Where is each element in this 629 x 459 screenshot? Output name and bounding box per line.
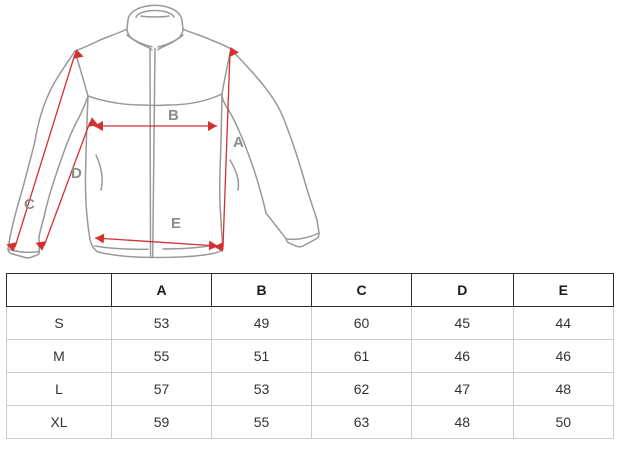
svg-text:D: D — [71, 165, 82, 182]
svg-text:A: A — [233, 134, 244, 151]
svg-text:C: C — [24, 196, 35, 213]
svg-text:E: E — [171, 215, 181, 232]
svg-text:B: B — [168, 107, 179, 124]
